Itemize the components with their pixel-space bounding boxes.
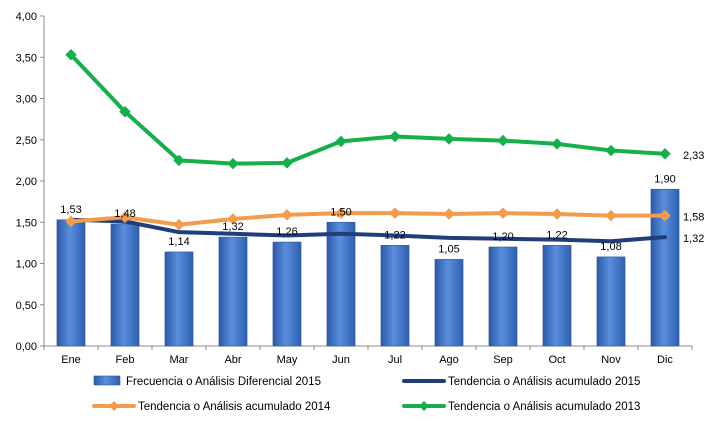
series-end-label: 1,58 (683, 212, 704, 224)
bar (542, 245, 572, 347)
series-marker (659, 147, 671, 160)
y-tick-label: 2,50 (16, 135, 37, 147)
bar-data-label: 1,22 (546, 229, 567, 241)
x-tick-label: Jun (332, 354, 350, 366)
series-marker (605, 209, 617, 222)
bar-data-label: 1,20 (492, 231, 513, 243)
series-line (69, 52, 667, 166)
legend-item: Tendencia o Análisis acumulado 2015 (402, 376, 640, 388)
y-tick-label: 0,00 (16, 341, 37, 353)
series-marker (497, 134, 509, 147)
series-marker (443, 208, 455, 220)
x-tick-label: Oct (548, 354, 565, 366)
bar (110, 223, 140, 347)
series-line (69, 217, 667, 244)
bar-data-label: 1,90 (654, 173, 675, 185)
y-tick-label: 3,00 (16, 94, 37, 106)
bar-data-label: 1,22 (384, 229, 405, 241)
series-marker (389, 130, 401, 143)
x-tick-label: Jul (388, 354, 402, 366)
x-tick-label: Feb (116, 354, 135, 366)
x-tick-label: Abr (224, 354, 241, 366)
bar-data-label: 1,50 (330, 206, 351, 218)
x-tick-label: Sep (493, 354, 513, 366)
bar-data-label: 1,14 (168, 236, 189, 248)
y-tick-label: 0,50 (16, 300, 37, 312)
series-marker (227, 157, 239, 170)
bar-series (56, 188, 680, 347)
series-marker (335, 207, 347, 220)
series-marker (65, 215, 77, 228)
x-tick-label: Dic (657, 354, 673, 366)
series-end-label: 2,33 (683, 150, 704, 162)
y-tick-label: 3,50 (16, 52, 37, 64)
line-series (65, 48, 671, 170)
series-marker (605, 144, 617, 157)
series-marker (443, 133, 455, 145)
series-marker (173, 218, 185, 231)
series-marker (335, 135, 347, 148)
series-end-label: 1,32 (683, 233, 704, 245)
bar (164, 251, 194, 347)
bar-data-label: 1,08 (600, 241, 621, 253)
data-labels: 1,32 1,58 2,33 1,53 1,48 1,14 1,32 1,26 1,50 1,22… (60, 150, 704, 256)
legend-label: Frecuencia o Análisis Diferencial 2015 (126, 376, 321, 388)
bar-data-label: 1,32 (222, 221, 243, 233)
series-marker (119, 211, 131, 224)
series-marker (173, 154, 185, 167)
series-marker (497, 207, 509, 220)
series-marker (281, 208, 293, 221)
y-tick-label: 1,50 (16, 217, 37, 229)
x-tick-label: Nov (601, 354, 621, 366)
legend-item: Tendencia o Análisis acumulado 2013 (402, 401, 640, 413)
line-series-group (65, 48, 671, 244)
series-marker (281, 156, 293, 169)
x-tick-label: May (277, 354, 298, 366)
legend-marker (109, 401, 119, 411)
bar (326, 221, 356, 347)
series-marker (659, 209, 671, 222)
legend-item: Frecuencia o Análisis Diferencial 2015 (93, 375, 321, 388)
legend-label: Tendencia o Análisis acumulado 2013 (448, 401, 640, 413)
legend-marker (419, 401, 429, 411)
bar (596, 256, 626, 347)
bar (488, 246, 518, 347)
line-series (69, 217, 667, 244)
bar (434, 259, 464, 347)
legend-swatch (93, 375, 121, 386)
y-tick-label: 4,00 (16, 11, 37, 23)
line-series (65, 207, 671, 231)
series-marker (119, 105, 131, 118)
legend-item: Tendencia o Análisis acumulado 2014 (92, 401, 331, 413)
bar (272, 241, 302, 347)
series-marker (389, 207, 401, 220)
y-tick-label: 2,00 (16, 176, 37, 188)
legend: Frecuencia o Análisis Diferencial 2015 Te… (92, 375, 640, 413)
x-tick-label: Ene (61, 354, 81, 366)
series-line (69, 211, 667, 227)
x-tick-label: Mar (170, 354, 189, 366)
bar-data-label: 1,53 (60, 204, 81, 216)
y-tick-label: 1,00 (16, 259, 37, 271)
series-marker (551, 208, 563, 220)
bar-data-label: 1,05 (438, 243, 459, 255)
bar-data-label: 1,26 (276, 226, 297, 238)
series-marker (551, 138, 563, 150)
x-tick-label: Ago (439, 354, 459, 366)
legend-label: Tendencia o Análisis acumulado 2015 (448, 376, 640, 388)
axes: 0,00 0,50 1,00 1,50 2,00 2,50 3,00 3,50 4,00 Ene F… (16, 11, 693, 366)
bar (218, 236, 248, 347)
legend-label: Tendencia o Análisis acumulado 2014 (138, 401, 331, 413)
bar-data-label: 1,48 (114, 208, 135, 220)
bar (380, 245, 410, 347)
bar (56, 219, 86, 347)
series-marker (65, 48, 77, 61)
series-marker (227, 213, 239, 225)
